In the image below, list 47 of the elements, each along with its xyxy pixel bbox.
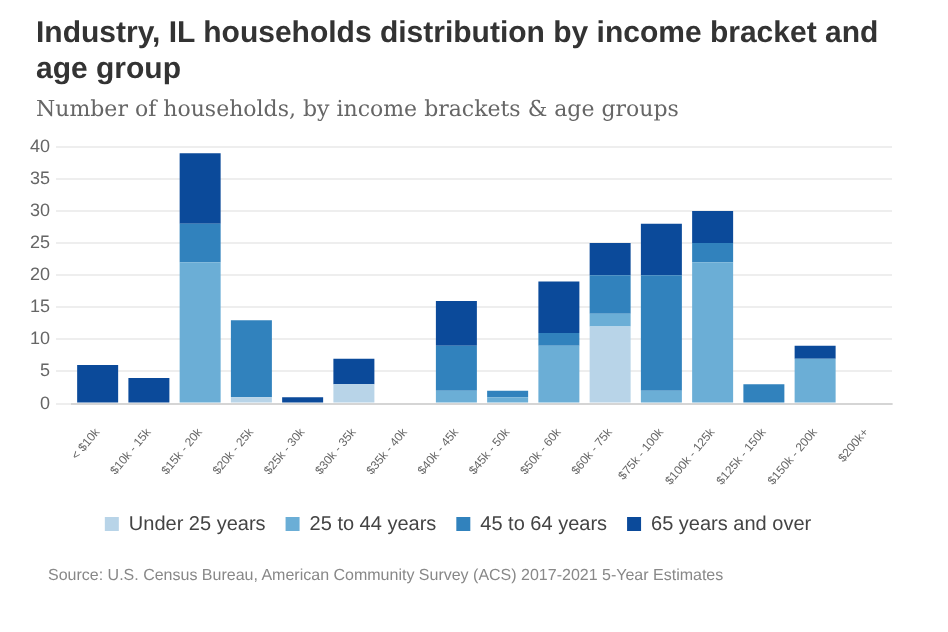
- bar: [538, 332, 580, 346]
- bar: [77, 365, 119, 403]
- y-tick-label: 30: [29, 199, 51, 220]
- chart-title: Industry, IL households distribution by income bracket and age group: [36, 16, 881, 88]
- bar: [487, 390, 529, 398]
- chart-subtitle: Number of households, by income brackets & age groups: [36, 96, 681, 122]
- bar: [179, 223, 221, 263]
- legend-label: Under 25 years: [128, 513, 266, 536]
- legend-label: 65 years and over: [651, 513, 813, 536]
- legend-label: 25 to 44 years: [309, 513, 437, 536]
- y-tick-label: 20: [29, 264, 51, 285]
- legend-label: 45 to 64 years: [480, 513, 608, 536]
- y-tick-label: 15: [29, 296, 51, 317]
- bar: [282, 397, 324, 403]
- bar: [794, 358, 836, 403]
- bar: [435, 300, 477, 346]
- bar: [179, 153, 221, 224]
- bar: [179, 262, 221, 403]
- bar: [794, 345, 836, 359]
- bar: [692, 262, 734, 403]
- bar: [333, 384, 375, 403]
- bar: [640, 223, 682, 276]
- bar: [692, 211, 734, 244]
- source-note: Source: U.S. Census Bureau, American Community Survey (ACS) 2017-2021 5-Year Estimates: [48, 566, 726, 584]
- bar: [640, 390, 682, 403]
- bar: [230, 320, 272, 398]
- bar: [589, 313, 631, 327]
- y-tick-label: 10: [29, 328, 51, 349]
- bar: [589, 243, 631, 276]
- y-tick-label: 35: [29, 167, 51, 188]
- bar: [333, 358, 375, 385]
- y-tick-label: 0: [39, 392, 51, 413]
- bar: [640, 275, 682, 391]
- y-tick-label: 40: [29, 135, 51, 156]
- bar: [743, 384, 785, 403]
- bar: [435, 390, 477, 403]
- bar: [435, 345, 477, 391]
- bar: [128, 377, 170, 403]
- y-tick-label: 5: [39, 360, 51, 381]
- bar: [538, 281, 580, 333]
- bar: [487, 397, 529, 403]
- bar: [589, 326, 631, 403]
- y-tick-label: 25: [29, 232, 51, 253]
- bar: [538, 345, 580, 403]
- bar: [230, 397, 272, 403]
- bar: [692, 243, 734, 263]
- bar: [589, 275, 631, 314]
